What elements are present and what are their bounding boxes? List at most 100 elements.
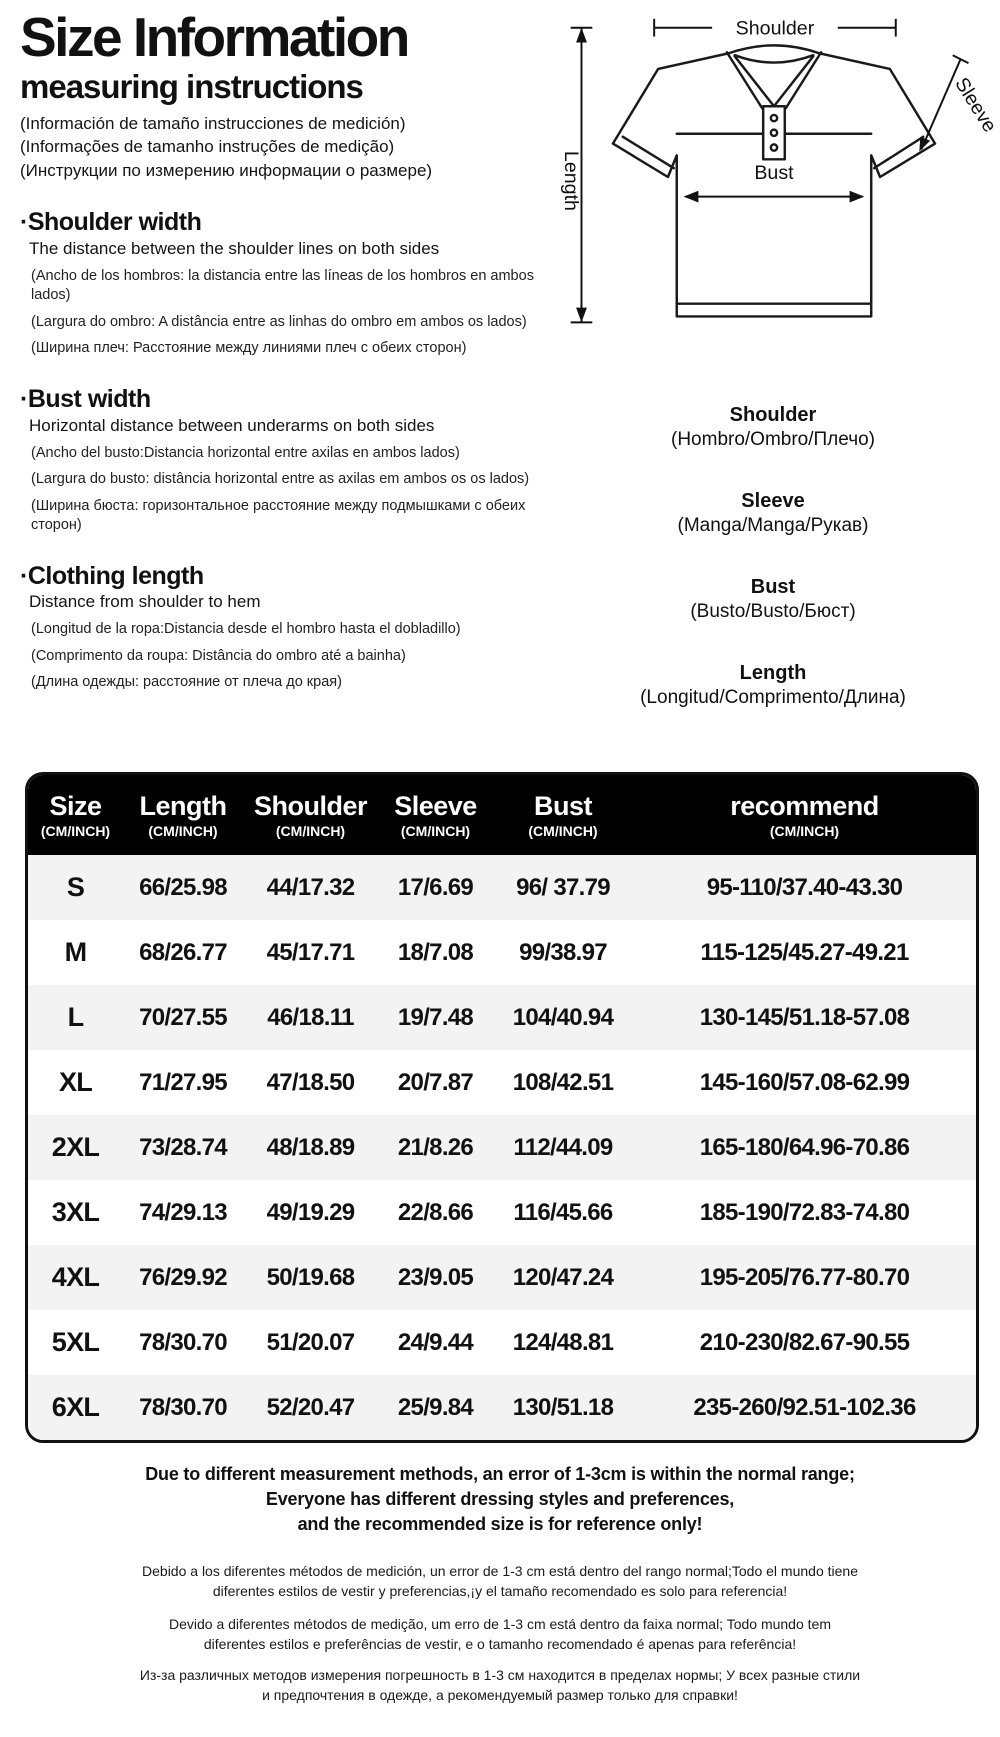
cell-sleeve: 23/9.05 [397,1263,474,1291]
column-header-size: Size (CM/INCH) [28,791,123,839]
legend-translations: (Hombro/Ombro/Плечо) [671,429,875,450]
cell-size: 5XL [51,1327,100,1357]
cell-length: 66/25.98 [139,873,228,901]
cell-shoulder: 45/17.71 [266,938,356,966]
sleeve-measure-arrowhead [919,136,931,152]
footer-notes: Due to different measurement methods, an… [0,1462,1000,1705]
cell-recommend: 115-125/45.27-49.21 [700,938,909,966]
table-row: M 68/26.77 45/17.71 18/7.08 99/38.97 115… [28,920,976,985]
section-title: ·Shoulder width [20,208,202,237]
shirt-back-collar [727,44,821,55]
size-table: Size (CM/INCH) Length (CM/INCH) Shoulder… [25,772,979,1443]
shirt-collar-stand [733,53,815,64]
cell-sleeve: 22/8.66 [397,1198,474,1226]
legend-translations: (Longitud/Comprimento/Длина) [640,687,906,708]
cell-size: 3XL [51,1197,100,1227]
cell-bust: 112/44.09 [513,1133,613,1161]
cell-recommend: 185-190/72.83-74.80 [699,1198,910,1226]
length-measure-arrowhead [576,27,587,43]
cell-size: S [66,872,85,902]
cell-length: 78/30.70 [139,1393,228,1421]
shirt-button [769,143,779,152]
legend-translations: (Manga/Manga/Рукав) [677,515,869,536]
column-label: Size [49,791,102,821]
legend-length: Length (Longitud/Comprimento/Длина) [552,661,994,710]
cell-sleeve: 19/7.48 [397,1003,474,1031]
legend-bust: Bust (Busto/Busto/Бюст) [552,575,994,624]
section-translation-ru: (Длина одежды: расстояние от плеча до кр… [31,674,342,691]
table-row: 4XL 76/29.92 50/19.68 23/9.05 120/47.24 … [28,1245,976,1310]
section-translation-ru: (Ширина бюста: горизонтальное расстояние… [31,497,526,534]
section-description: Distance from shoulder to hem [29,592,261,612]
column-unit: (CM/INCH) [148,823,218,839]
shirt-diagram-panel: Shoulder Length Bust Sleeve Shoulder (Ho… [552,12,994,747]
cell-sleeve: 21/8.26 [397,1133,474,1161]
section-translation-pt: (Largura do ombro: A distância entre as … [31,313,527,330]
cell-length: 71/27.95 [139,1068,228,1096]
cell-recommend: 235-260/92.51-102.36 [693,1393,916,1421]
column-label: Length [139,791,227,821]
diagram-length-label: Length [560,151,582,211]
legend-shoulder: Shoulder (Hombro/Ombro/Плечо) [552,403,994,452]
section-title: ·Clothing length [20,561,204,590]
page-subtitle: measuring instructions [20,68,364,106]
cell-shoulder: 50/19.68 [266,1263,356,1291]
cell-shoulder: 47/18.50 [266,1068,356,1096]
section-translation-es: (Ancho del busto:Distancia horizontal en… [31,444,460,461]
cell-bust: 96/ 37.79 [516,873,610,901]
diagram-sleeve-label: Sleeve [950,74,994,137]
page-title: Size Information [20,6,410,68]
cell-sleeve: 24/9.44 [397,1328,474,1356]
measuring-instructions-panel: Size Information measuring instructions … [20,6,565,693]
cell-bust: 104/40.94 [512,1003,614,1031]
cell-bust: 124/48.81 [512,1328,614,1356]
cell-bust: 99/38.97 [519,938,608,966]
cell-shoulder: 52/20.47 [266,1393,356,1421]
cell-sleeve: 25/9.84 [397,1393,474,1421]
cell-size: L [67,1002,84,1032]
cell-bust: 130/51.18 [512,1393,614,1421]
cell-size: 2XL [51,1132,100,1162]
section-translation-pt: (Largura do busto: distância horizontal … [31,471,530,488]
column-header-sleeve: Sleeve (CM/INCH) [378,791,493,839]
cell-length: 74/29.13 [139,1198,228,1226]
diagram-bust-label: Bust [754,162,794,184]
shirt-button [769,128,779,138]
column-label: Bust [534,791,593,821]
measure-legend: Shoulder (Hombro/Ombro/Плечо) Sleeve (Ma… [552,403,994,710]
bust-measure-arrowhead [849,190,865,203]
table-row: S 66/25.98 44/17.32 17/6.69 96/ 37.79 95… [28,855,976,920]
cell-size: XL [58,1067,93,1097]
section-description: The distance between the shoulder lines … [29,238,440,258]
section-translation-pt: (Comprimento da roupa: Distância do ombr… [31,647,406,664]
cell-size: M [64,937,87,967]
column-unit: (CM/INCH) [400,823,471,839]
subtitle-translation-pt: (Informações de tamanho instruções de me… [20,137,395,157]
table-row: XL 71/27.95 47/18.50 20/7.87 108/42.51 1… [28,1050,976,1115]
bust-measure-arrowhead [683,190,699,203]
cell-length: 68/26.77 [139,938,228,966]
table-row: 6XL 78/30.70 52/20.47 25/9.84 130/51.18 … [28,1375,976,1440]
note-russian: Из-за различных методов измерения погреш… [139,1667,861,1703]
legend-term: Bust [750,576,796,598]
cell-shoulder: 48/18.89 [266,1133,356,1161]
table-row: 5XL 78/30.70 51/20.07 24/9.44 124/48.81 … [28,1310,976,1375]
section-bust-width: ·Bust width Horizontal distance between … [20,385,565,536]
note-english: Due to different measurement methods, an… [145,1464,855,1534]
section-translation-es: (Ancho de los hombros: la distancia entr… [31,267,534,304]
note-spanish: Debido a los diferentes métodos de medic… [142,1563,858,1599]
cell-length: 78/30.70 [139,1328,228,1356]
cell-sleeve: 18/7.08 [397,938,474,966]
legend-sleeve: Sleeve (Manga/Manga/Рукав) [552,489,994,538]
sleeve-measure-line [920,58,962,150]
subtitle-translation-ru: (Инструкции по измерению информации о ра… [20,160,433,180]
section-shoulder-width: ·Shoulder width The distance between the… [20,208,565,359]
section-description: Horizontal distance between underarms on… [29,415,435,435]
column-label: recommend [730,791,879,821]
size-table-header: Size (CM/INCH) Length (CM/INCH) Shoulder… [28,775,976,855]
cell-size: 4XL [51,1262,100,1292]
column-header-bust: Bust (CM/INCH) [493,791,633,839]
column-unit: (CM/INCH) [40,823,111,839]
legend-term: Sleeve [741,490,805,512]
table-row: 3XL 74/29.13 49/19.29 22/8.66 116/45.66 … [28,1180,976,1245]
